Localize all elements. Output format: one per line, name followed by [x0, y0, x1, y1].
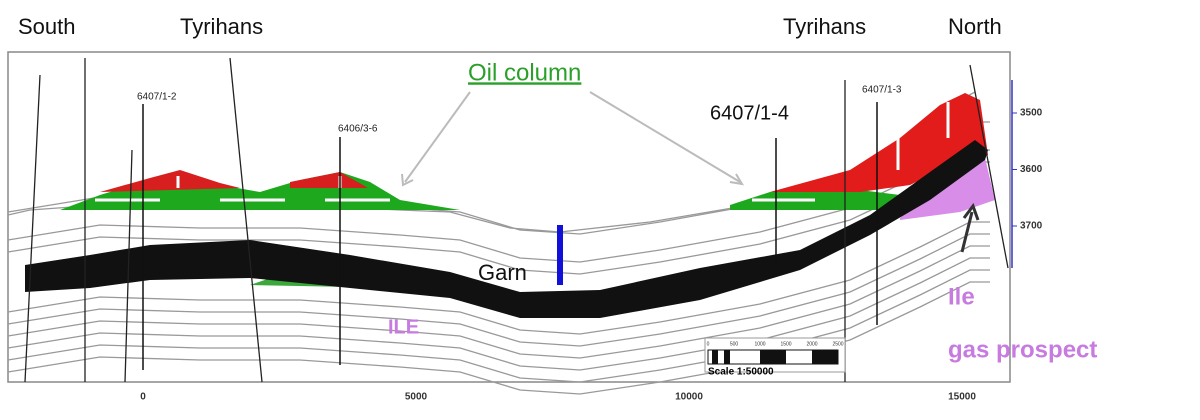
depth-tick-label: 3600: [1020, 164, 1043, 175]
ile-gas-label: Ile: [948, 283, 975, 310]
contacts: [95, 102, 950, 202]
distance-tick-label: 15000: [948, 392, 976, 403]
gas-cap: [100, 170, 368, 192]
well-label: 6406/3-6: [338, 124, 378, 135]
garn-thickness: [557, 225, 563, 285]
gas-cap: [770, 93, 988, 192]
distance-tick-label: 0: [140, 392, 146, 403]
garn-formation: [25, 140, 988, 318]
ile-gas: [900, 158, 995, 220]
arrows: [401, 91, 744, 187]
north-label: North: [948, 14, 1002, 39]
garn-label: Garn: [478, 260, 527, 285]
well-label: 6407/1-3: [862, 85, 902, 96]
scale-tick-label: 500: [730, 341, 739, 347]
tyrihans-label: Tyrihans: [783, 14, 866, 39]
faults: [24, 57, 1009, 383]
ile-label: ILE: [388, 316, 419, 338]
distance-tick-label: 10000: [675, 392, 703, 403]
scale-tick-label: 1000: [754, 341, 765, 347]
well-label: 6407/1-4: [710, 102, 789, 124]
scale-bar: [704, 337, 846, 373]
scale-tick-label: 0: [707, 341, 710, 347]
oil-column-label: Oil column: [468, 59, 581, 86]
scale-tick-label: 2000: [806, 341, 817, 347]
ile-gas-label: gas prospect: [948, 336, 1097, 363]
scale-label: Scale 1:50000: [708, 367, 774, 378]
depth-tick-label: 3500: [1020, 108, 1043, 119]
depth-tick-label: 3700: [1020, 221, 1043, 232]
well-label: 6407/1-2: [137, 92, 177, 103]
scale-tick-label: 2500: [832, 341, 843, 347]
distance-tick-label: 5000: [405, 392, 428, 403]
tyrihans-label: Tyrihans: [180, 14, 263, 39]
wells: [142, 102, 878, 370]
scale-tick-label: 1500: [780, 341, 791, 347]
gas-arrow: [960, 202, 980, 253]
south-label: South: [18, 14, 76, 39]
